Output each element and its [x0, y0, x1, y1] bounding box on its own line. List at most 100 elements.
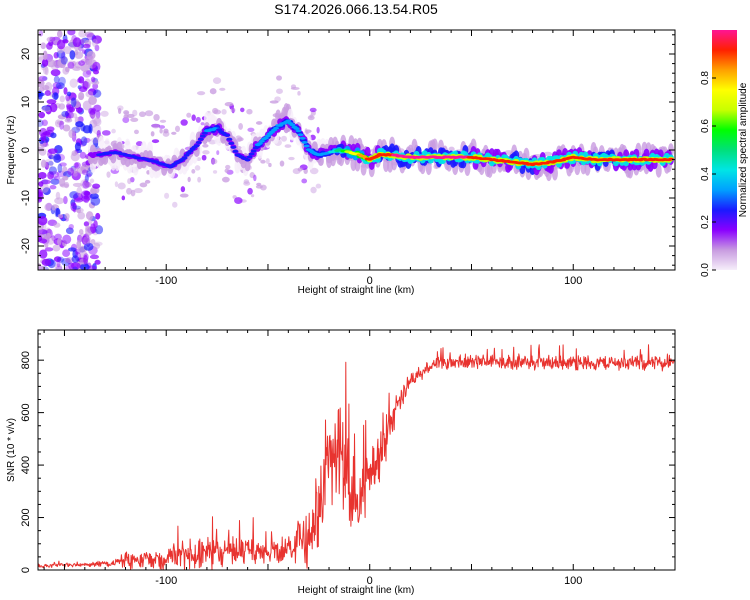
spectrogram-noise-blob: [58, 76, 66, 86]
spectrogram-noise-blob: [67, 111, 74, 119]
spectrogram-x-tick-label: 100: [564, 275, 582, 287]
spectrogram-ridge-cell: [199, 134, 206, 138]
spectrogram-noise-blob: [83, 242, 94, 251]
spectrogram-noise-blob: [310, 186, 317, 194]
spectrogram-noise-blob: [92, 124, 102, 135]
spectrogram-noise-blob: [130, 117, 139, 123]
spectrogram-noise-blob: [38, 79, 45, 88]
spectrogram-noise-blob: [95, 212, 101, 220]
spectrogram-ridge-cell: [201, 131, 208, 135]
spectrogram-noise-blob: [38, 111, 46, 119]
spectrogram-noise-blob: [158, 125, 166, 129]
spectrogram-noise-blob: [309, 167, 319, 175]
spectrogram-ridge-cell: [273, 126, 280, 130]
snr-x-tick-label: 100: [564, 575, 582, 587]
spectrogram-noise-blob: [153, 113, 160, 121]
spectrogram-y-tick-label: 0: [20, 147, 32, 153]
spectrogram-noise-blob: [269, 100, 279, 104]
spectrogram-noise-blob: [162, 131, 170, 137]
spectrogram-noise-blob: [41, 106, 51, 113]
spectrogram-noise-blob: [94, 259, 101, 265]
spectrogram-ridge-cell: [181, 156, 188, 160]
spectrogram-noise-blob: [49, 102, 58, 113]
spectrogram-ridge-cell: [98, 135, 105, 150]
spectrogram-ridge: [87, 103, 674, 182]
spectrogram-noise-blob: [70, 97, 77, 108]
spectrogram-noise-blob: [57, 213, 64, 219]
spectrogram-noise-blob: [57, 163, 63, 174]
spectrogram-noise-blob: [81, 169, 88, 176]
spectrogram-x-ticks: -100 0 100: [43, 30, 676, 287]
spectrogram-noise-blob: [67, 167, 75, 176]
spectrogram-noise-blob: [57, 237, 62, 246]
spectrogram-ridge-cell: [303, 144, 310, 148]
spectrogram-noise-blob: [126, 187, 132, 195]
spectrogram-noise-blob: [89, 178, 95, 184]
spectrogram-noise-blob: [84, 174, 89, 183]
spectrogram-noise-blob: [91, 114, 101, 125]
spectrogram-noise-blob: [253, 174, 257, 182]
spectrogram-noise-blob: [64, 213, 70, 220]
spectrogram-noise-blob: [280, 135, 288, 142]
spectrogram-noise-blob: [38, 91, 42, 98]
spectrogram-noise-blob: [76, 186, 83, 197]
spectrogram-noise-blob: [44, 247, 54, 252]
spectrogram-ridge-cell: [224, 133, 231, 137]
spectrogram-ridge-cell: [250, 149, 257, 153]
spectrogram-noise-blob: [63, 46, 72, 55]
spectrogram-noise-blob: [74, 142, 81, 151]
spectrogram-noise-blob: [255, 121, 263, 125]
spectrogram-ridge-cell: [228, 142, 235, 145]
figure-title: S174.2026.066.13.54.R05: [274, 1, 438, 17]
spectrogram-noise-blob: [49, 36, 56, 42]
spectrogram-noise-blob: [80, 136, 88, 147]
spectrogram-noise-blob: [93, 242, 101, 250]
spectrogram-noise-blob: [49, 171, 60, 179]
spectrogram-noise-blob: [134, 187, 143, 194]
spectrogram-noise-blob: [69, 78, 78, 88]
spectrogram-noise-blob: [238, 122, 243, 130]
spectrogram-ridge-cell: [124, 138, 131, 153]
spectrogram-noise-blob: [117, 105, 124, 111]
spectrogram-noise-blob: [73, 197, 84, 203]
colorbar-tick-label: 0.2: [700, 215, 711, 229]
spectrogram-noise-blob: [67, 30, 76, 36]
spectrogram-noise-blob: [237, 137, 244, 142]
spectrogram-noise-blob: [288, 156, 295, 161]
spectrogram-noise-blob: [315, 183, 322, 189]
spectrogram-noise-blob: [151, 139, 160, 144]
spectrogram-noise-blob: [52, 244, 61, 252]
spectrogram-ridge-cell: [264, 134, 271, 138]
spectrogram-noise-blob: [448, 146, 455, 152]
spectrogram-noise-blob: [93, 117, 102, 127]
spectrogram-noise-blob: [134, 129, 139, 135]
spectrogram-noise-blob: [68, 106, 76, 113]
snr-series-line: [38, 344, 675, 570]
spectrogram-noise-blob: [48, 166, 57, 175]
spectrogram-noise-blob: [53, 154, 62, 163]
snr-y-tick-label: 600: [20, 403, 32, 421]
spectrogram-ridge-cell: [301, 140, 308, 144]
spectrogram-noise-blob: [247, 187, 253, 195]
spectrogram-noise-blob: [92, 61, 101, 72]
spectrogram-noise-blob: [305, 129, 312, 133]
spectrogram-ridge-cell: [183, 153, 190, 157]
spectrogram-noise-blob: [246, 108, 253, 115]
spectrogram-noise-blob: [224, 102, 234, 107]
spectrogram-noise-blob: [197, 176, 202, 183]
spectrogram-noise-blob: [46, 232, 51, 239]
snr-frame: [37, 329, 676, 571]
spectrogram-noise-blob: [38, 79, 44, 85]
spectrogram-noise-blob: [62, 234, 72, 245]
spectrogram-noise-blob: [52, 92, 59, 100]
spectrogram-ridge-cell: [299, 136, 306, 140]
spectrogram-noise-blob: [59, 95, 65, 103]
spectrogram-ridge-cell: [256, 142, 263, 145]
spectrogram-noise-blob: [85, 90, 94, 98]
spectrogram-noise-blob: [90, 239, 96, 245]
spectrogram-noise-blob: [40, 42, 46, 50]
spectrogram-noise-blob: [80, 179, 89, 189]
colorbar-tick-label: 0.8: [700, 71, 711, 85]
spectrogram-noise-blob: [47, 161, 54, 166]
